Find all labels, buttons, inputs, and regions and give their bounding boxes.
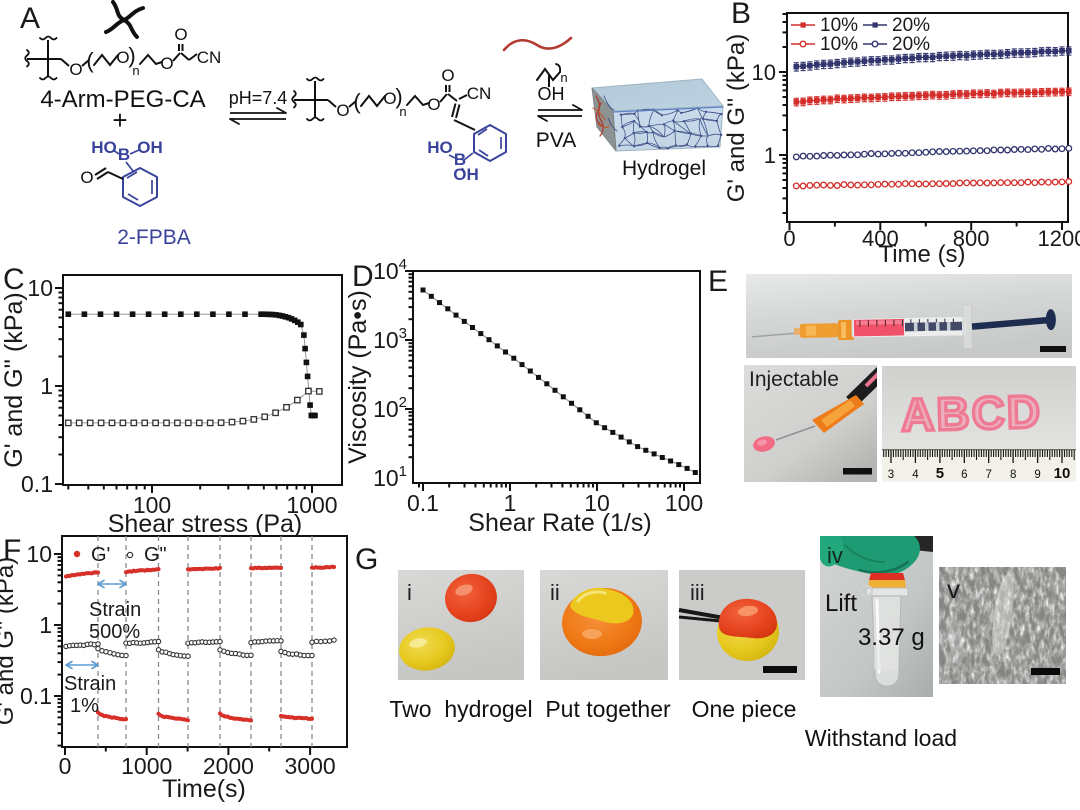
- svg-text:G": G": [144, 544, 167, 566]
- svg-text:7: 7: [986, 469, 992, 481]
- svg-text:O: O: [160, 54, 173, 73]
- svg-text:O: O: [174, 25, 187, 44]
- svg-text:n: n: [399, 104, 406, 119]
- svg-text:G': G': [91, 544, 110, 566]
- svg-text:(: (: [86, 48, 94, 73]
- svg-text:A: A: [20, 2, 40, 35]
- svg-text:ABCD: ABCD: [900, 385, 1042, 441]
- svg-text:pH=7.4: pH=7.4: [229, 88, 288, 108]
- svg-text:iv: iv: [827, 543, 843, 568]
- svg-text:Time(s): Time(s): [162, 775, 246, 803]
- svg-text:G' and G'' (kPa): G' and G'' (kPa): [0, 292, 28, 468]
- svg-text:3: 3: [888, 469, 894, 481]
- svg-text:1200: 1200: [1038, 226, 1080, 251]
- svg-text:10: 10: [26, 541, 52, 567]
- svg-text:3.37 g: 3.37 g: [858, 624, 925, 651]
- svg-text:1: 1: [40, 373, 53, 399]
- svg-text:20%: 20%: [892, 15, 930, 36]
- svg-text:+: +: [112, 105, 127, 135]
- svg-text:100: 100: [665, 490, 703, 516]
- svg-text:B: B: [118, 145, 130, 164]
- svg-text:OH: OH: [137, 138, 163, 157]
- svg-text:HO: HO: [427, 138, 453, 157]
- svg-text:8: 8: [1010, 469, 1016, 481]
- svg-text:HO: HO: [91, 138, 117, 157]
- svg-text:10: 10: [27, 275, 53, 301]
- svg-text:(: (: [353, 89, 361, 114]
- svg-text:n: n: [560, 70, 567, 85]
- svg-text:OH: OH: [538, 84, 565, 104]
- svg-text:Put together: Put together: [545, 696, 671, 722]
- svg-text:20%: 20%: [892, 34, 930, 55]
- svg-text:v: v: [947, 574, 960, 604]
- svg-text:0.1: 0.1: [20, 683, 52, 709]
- svg-text:Strain: Strain: [89, 599, 141, 621]
- svg-text:0: 0: [783, 226, 795, 251]
- svg-text:G: G: [355, 543, 378, 576]
- svg-text:i: i: [407, 580, 412, 605]
- svg-text:Hydrogel: Hydrogel: [622, 157, 706, 180]
- svg-text:O: O: [80, 168, 93, 187]
- svg-text:10%: 10%: [820, 15, 858, 36]
- svg-text:B: B: [731, 0, 751, 30]
- svg-text:10%: 10%: [820, 34, 858, 55]
- svg-text:OH: OH: [453, 165, 479, 184]
- svg-text:G' and G'' (kPa): G' and G'' (kPa): [723, 34, 750, 202]
- svg-text:Two hydrogel: Two hydrogel: [389, 696, 532, 722]
- svg-text:ii: ii: [550, 580, 560, 605]
- svg-text:Injectable: Injectable: [749, 368, 839, 391]
- svg-text:Time (s): Time (s): [878, 241, 965, 268]
- svg-text:0: 0: [59, 753, 72, 779]
- svg-text:500%: 500%: [89, 621, 140, 643]
- svg-text:n: n: [132, 63, 139, 78]
- svg-text:C: C: [3, 263, 25, 296]
- svg-text:Shear stress (Pa): Shear stress (Pa): [108, 510, 303, 538]
- svg-text:3000: 3000: [285, 753, 336, 779]
- svg-text:iii: iii: [690, 580, 705, 605]
- svg-text:Lift: Lift: [825, 590, 857, 617]
- svg-text:Shear Rate (1/s): Shear Rate (1/s): [468, 509, 651, 537]
- svg-text:D: D: [352, 260, 374, 293]
- svg-text:0.1: 0.1: [21, 471, 53, 497]
- svg-text:O: O: [336, 101, 349, 120]
- svg-text:O: O: [69, 60, 82, 79]
- svg-text:E: E: [708, 265, 728, 298]
- svg-text:1%: 1%: [70, 695, 99, 717]
- svg-text:CN: CN: [197, 48, 222, 67]
- svg-text:0.1: 0.1: [407, 490, 439, 516]
- svg-text:5: 5: [936, 465, 944, 482]
- svg-text:9: 9: [1034, 469, 1040, 481]
- svg-text:1: 1: [764, 143, 776, 168]
- svg-text:Viscosity (Pa•s): Viscosity (Pa•s): [344, 290, 372, 464]
- svg-text:1: 1: [39, 612, 52, 638]
- svg-text:Strain: Strain: [64, 673, 116, 695]
- svg-text:PVA: PVA: [536, 129, 576, 152]
- svg-text:O: O: [427, 95, 440, 114]
- svg-text:G' and G'' (kPa): G' and G'' (kPa): [0, 557, 19, 725]
- svg-text:10: 10: [1054, 465, 1071, 482]
- svg-text:10: 10: [752, 60, 776, 85]
- svg-text:2-FPBA: 2-FPBA: [117, 226, 191, 249]
- svg-text:O: O: [441, 66, 454, 85]
- svg-text:6: 6: [961, 469, 967, 481]
- svg-text:4: 4: [912, 469, 919, 481]
- svg-text:One piece: One piece: [692, 696, 797, 722]
- svg-text:Withstand load: Withstand load: [805, 725, 957, 751]
- svg-text:CN: CN: [467, 84, 492, 103]
